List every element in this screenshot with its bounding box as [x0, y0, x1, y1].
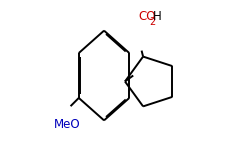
Text: H: H: [153, 10, 162, 23]
Text: MeO: MeO: [54, 118, 80, 131]
Text: CO: CO: [139, 10, 156, 23]
Text: 2: 2: [150, 17, 156, 27]
